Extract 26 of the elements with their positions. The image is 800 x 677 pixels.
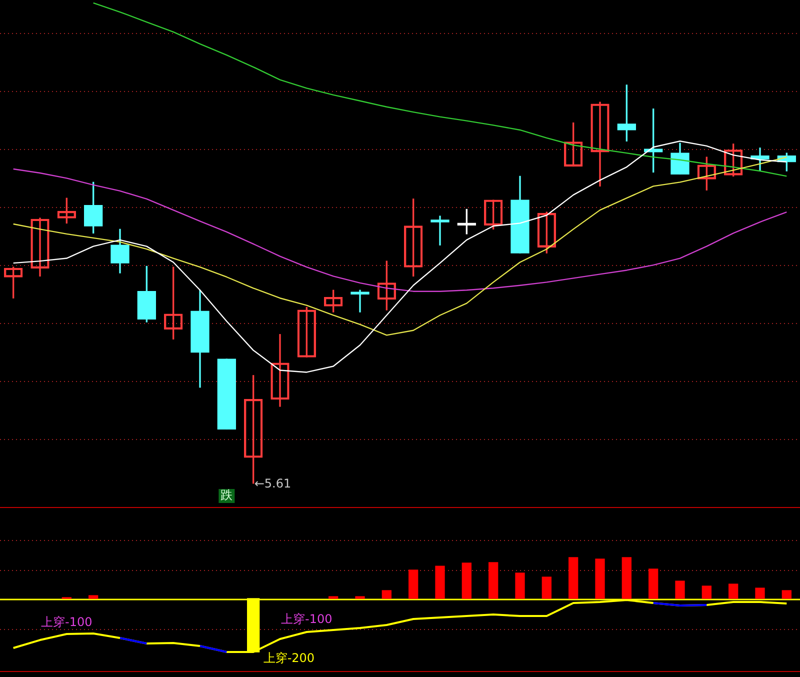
bar <box>568 557 578 599</box>
bar <box>355 596 365 599</box>
bar <box>408 570 418 599</box>
bar <box>728 584 738 599</box>
bar <box>542 576 552 599</box>
bar <box>702 586 712 599</box>
annotation: 上穿-100 <box>41 615 92 630</box>
bar <box>462 562 472 599</box>
bar <box>675 580 685 599</box>
candlestick <box>350 290 370 312</box>
bar <box>755 588 765 599</box>
bar <box>622 557 632 599</box>
bar <box>782 590 792 599</box>
bar <box>648 568 658 599</box>
bar <box>435 566 445 599</box>
bar <box>382 590 392 599</box>
bar <box>88 595 98 599</box>
bar <box>328 596 338 599</box>
bar <box>595 558 605 599</box>
bar <box>488 562 498 599</box>
bar <box>515 572 525 599</box>
annotation: 上穿-200 <box>263 651 315 666</box>
annotation: ←5.61 <box>254 476 292 491</box>
candlestick <box>430 216 450 246</box>
annotation: 上穿-100 <box>281 612 332 626</box>
text: 跌 <box>220 488 233 502</box>
